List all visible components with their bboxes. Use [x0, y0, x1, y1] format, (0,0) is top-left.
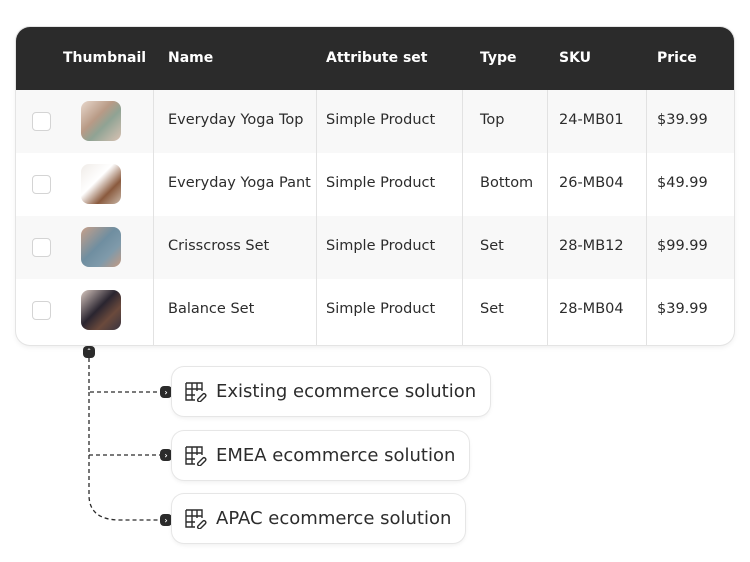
product-name: Balance Set — [168, 301, 255, 317]
product-price: $39.99 — [657, 301, 708, 317]
col-sku[interactable]: SKU — [559, 50, 592, 66]
col-thumbnail[interactable]: Thumbnail — [63, 50, 147, 66]
collapse-chevron-up-icon[interactable]: ˆ — [83, 346, 95, 358]
table-row[interactable]: Everyday Yoga Top Simple Product Top 24-… — [16, 90, 734, 153]
product-thumbnail — [81, 227, 121, 267]
solution-label: EMEA ecommerce solution — [216, 445, 456, 466]
chevron-right-icon: › — [160, 514, 172, 526]
product-name: Everyday Yoga Pant — [168, 175, 311, 191]
product-sku: 28-MB04 — [559, 301, 624, 317]
chevron-right-icon: › — [160, 449, 172, 461]
product-type: Set — [480, 238, 504, 254]
row-checkbox[interactable] — [32, 112, 51, 131]
product-name: Crisscross Set — [168, 238, 270, 254]
product-thumbnail — [81, 164, 121, 204]
col-price[interactable]: Price — [657, 50, 697, 66]
table-link-icon — [185, 381, 207, 402]
attribute-set: Simple Product — [326, 238, 436, 254]
product-price: $99.99 — [657, 238, 708, 254]
product-type: Top — [480, 112, 505, 128]
divider — [547, 90, 548, 345]
attribute-set: Simple Product — [326, 175, 436, 191]
row-checkbox[interactable] — [32, 175, 51, 194]
product-type: Set — [480, 301, 504, 317]
solution-item[interactable]: APAC ecommerce solution — [172, 494, 466, 543]
divider — [316, 90, 317, 345]
col-type[interactable]: Type — [480, 50, 517, 66]
solution-label: Existing ecommerce solution — [216, 381, 477, 402]
table-link-icon — [185, 445, 207, 466]
product-table: Thumbnail Name Attribute set Type SKU Pr… — [16, 27, 734, 345]
product-type: Bottom — [480, 175, 534, 191]
solution-item[interactable]: Existing ecommerce solution — [172, 367, 491, 416]
table-header: Thumbnail Name Attribute set Type SKU Pr… — [16, 27, 734, 90]
row-checkbox[interactable] — [32, 238, 51, 257]
table-link-icon — [185, 508, 207, 529]
product-thumbnail — [81, 290, 121, 330]
col-attribute-set[interactable]: Attribute set — [326, 50, 428, 66]
col-name[interactable]: Name — [168, 50, 214, 66]
solution-label: APAC ecommerce solution — [216, 508, 452, 529]
table-row[interactable]: Balance Set Simple Product Set 28-MB04 $… — [16, 279, 734, 342]
product-name: Everyday Yoga Top — [168, 112, 304, 128]
divider — [153, 90, 154, 345]
attribute-set: Simple Product — [326, 301, 436, 317]
product-sku: 24-MB01 — [559, 112, 624, 128]
product-thumbnail — [81, 101, 121, 141]
product-sku: 28-MB12 — [559, 238, 624, 254]
solution-item[interactable]: EMEA ecommerce solution — [172, 431, 470, 480]
table-row[interactable]: Everyday Yoga Pant Simple Product Bottom… — [16, 153, 734, 216]
chevron-right-icon: › — [160, 386, 172, 398]
divider — [646, 90, 647, 345]
product-price: $39.99 — [657, 112, 708, 128]
divider — [462, 90, 463, 345]
row-checkbox[interactable] — [32, 301, 51, 320]
product-price: $49.99 — [657, 175, 708, 191]
attribute-set: Simple Product — [326, 112, 436, 128]
table-row[interactable]: Crisscross Set Simple Product Set 28-MB1… — [16, 216, 734, 279]
product-sku: 26-MB04 — [559, 175, 624, 191]
